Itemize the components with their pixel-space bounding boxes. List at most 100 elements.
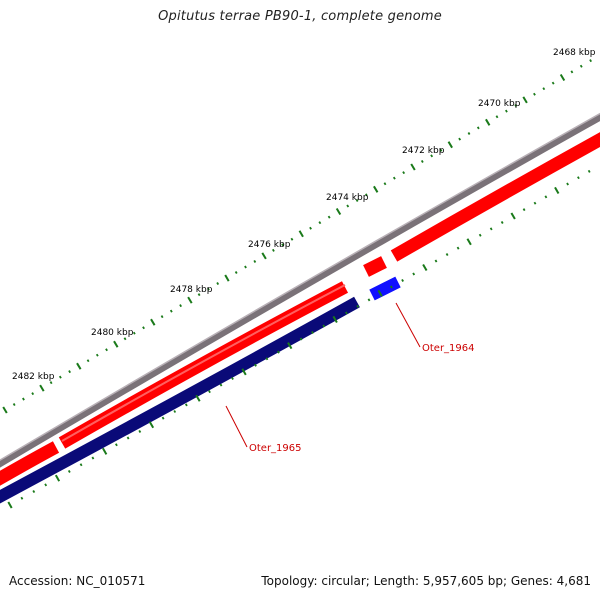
outer-tick-15 (142, 326, 145, 330)
inner-tick-21 (254, 363, 257, 367)
genome-summary-text: Topology: circular; Length: 5,957,605 bp… (261, 574, 591, 588)
outer-tick-33 (309, 226, 312, 230)
outer-tick-16 (150, 318, 156, 326)
leader-line-oter-1965 (225, 405, 248, 448)
outer-tick-1 (12, 403, 16, 407)
inner-tick-4 (54, 474, 61, 482)
inner-tick-24 (287, 342, 293, 350)
outer-tick-35 (327, 215, 331, 219)
outer-tick-60 (559, 73, 566, 82)
forward-strand-cds (0, 132, 600, 486)
outer-tick-32 (298, 230, 304, 238)
outer-tick-25 (234, 271, 238, 274)
inner-tick-43 (500, 220, 504, 224)
outer-tick-39 (365, 193, 368, 197)
outer-tick-53 (495, 115, 499, 119)
outer-tick-62 (579, 64, 583, 68)
outer-tick-5 (49, 381, 53, 385)
outer-tick-19 (179, 304, 182, 308)
outer-tick-63 (589, 59, 592, 63)
inner-tick-31 (367, 298, 371, 302)
outer-tick-28 (261, 252, 267, 260)
outer-tick-3 (31, 392, 35, 396)
outer-tick-49 (458, 137, 462, 141)
outer-tick-47 (439, 148, 443, 152)
inner-tick-23 (277, 350, 280, 354)
outer-tick-18 (169, 309, 173, 313)
outer-tick-52 (485, 118, 491, 126)
outer-tick-23 (216, 282, 220, 286)
inner-tick-14 (173, 410, 177, 413)
outer-tick-2 (22, 397, 25, 401)
inner-tick-11 (138, 429, 142, 433)
inner-tick-39 (456, 246, 460, 250)
inner-tick-30 (356, 304, 360, 308)
outer-tick-36 (335, 207, 342, 216)
leader-line-oter-1964 (395, 302, 421, 348)
inner-tick-41 (478, 233, 482, 237)
outer-tick-31 (290, 237, 294, 241)
gene-label-oter-1964-group: Oter_1964 (395, 302, 475, 354)
outer-tick-37 (346, 204, 350, 208)
cds-forward-1[interactable] (0, 441, 60, 486)
cds-reverse-oter-1964[interactable] (369, 276, 401, 301)
cds-forward-4[interactable] (390, 132, 600, 262)
inner-tick-15 (185, 403, 188, 407)
kbp-label-2482: 2482 kbp (12, 372, 55, 382)
backbone-track (0, 114, 600, 468)
cds-forward-3[interactable] (363, 256, 387, 277)
accession-text: Accession: NC_010571 (9, 574, 146, 588)
outer-tick-51 (476, 126, 480, 130)
outer-tick-58 (542, 87, 546, 91)
reverse-strand-cds (0, 276, 401, 504)
inner-tick-51 (587, 169, 591, 173)
outer-tick-29 (272, 248, 275, 252)
map-title: Opitutus terrae PB90-1, complete genome (158, 9, 442, 24)
inner-tick-50 (577, 176, 580, 180)
gene-label-oter-1964[interactable]: Oter_1964 (422, 343, 475, 354)
inner-tick-7 (91, 456, 95, 460)
tick-row-inner (7, 169, 591, 509)
outer-tick-27 (253, 259, 257, 263)
inner-tick-35 (412, 272, 416, 276)
outer-tick-57 (533, 92, 536, 96)
inner-tick-25 (299, 337, 303, 341)
outer-tick-50 (467, 132, 471, 135)
inner-tick-33 (390, 285, 393, 289)
inner-tick-40 (466, 238, 472, 246)
outer-tick-43 (402, 171, 406, 175)
outer-tick-46 (430, 154, 434, 158)
outer-tick-24 (224, 274, 230, 282)
inner-tick-27 (322, 324, 326, 328)
inner-tick-19 (231, 376, 234, 380)
inner-tick-20 (241, 368, 247, 376)
outer-tick-9 (86, 359, 90, 363)
inner-tick-32 (377, 289, 383, 297)
inner-tick-49 (566, 182, 569, 186)
inner-tick-47 (544, 195, 548, 199)
inner-tick-29 (345, 311, 348, 315)
outer-tick-8 (76, 362, 82, 370)
outer-tick-48 (447, 141, 453, 149)
outer-tick-34 (318, 221, 322, 225)
gene-label-oter-1965[interactable]: Oter_1965 (249, 443, 302, 454)
kbp-label-2476: 2476 kbp (248, 240, 291, 250)
outer-tick-45 (420, 159, 424, 163)
cds-forward-2[interactable] (58, 281, 349, 449)
outer-tick-44 (410, 163, 416, 171)
inner-tick-38 (445, 253, 449, 257)
inner-tick-17 (208, 390, 211, 394)
inner-tick-13 (161, 416, 165, 420)
outer-tick-20 (187, 296, 193, 304)
gene-label-oter-1965-group: Oter_1965 (225, 405, 302, 454)
outer-tick-11 (105, 348, 108, 352)
kbp-labels: 2468 kbp 2470 kbp 2472 kbp 2474 kbp 2476… (12, 48, 596, 382)
kbp-label-2468: 2468 kbp (553, 48, 596, 58)
outer-tick-4 (39, 384, 45, 392)
cds-reverse-oter-1965[interactable] (0, 296, 360, 504)
inner-tick-12 (148, 421, 155, 429)
outer-tick-21 (197, 293, 201, 297)
tick-row-outer (2, 59, 592, 414)
inner-tick-18 (219, 383, 223, 387)
